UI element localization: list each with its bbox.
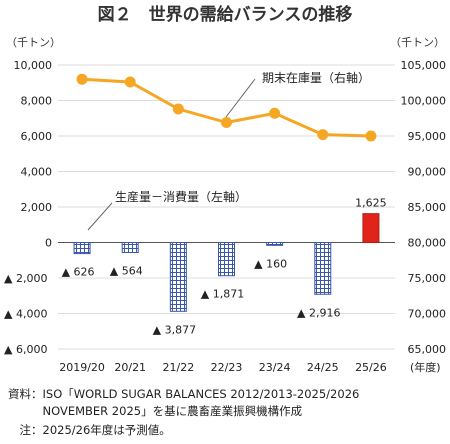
x-tick-label: 25/26: [355, 361, 387, 374]
line-legend-leader: [225, 78, 256, 118]
right-axis-unit: （千トン）: [390, 36, 445, 49]
left-tick-label: 10,000: [14, 59, 53, 72]
right-tick-label: 70,000: [408, 308, 447, 321]
right-tick-label: 85,000: [408, 201, 447, 214]
bar: [121, 242, 139, 254]
bar-series: [73, 213, 380, 312]
bar: [362, 213, 380, 243]
bar-data-labels: ▲ 626 ▲ 564 ▲ 3,877 ▲ 1,871 ▲ 160 ▲ 2,916 1,62…: [62, 197, 387, 337]
note-line-2: NOVEMBER 2025」を基に農畜産業振興機構作成: [8, 404, 303, 418]
bar: [266, 242, 284, 246]
line-series: [76, 73, 377, 142]
right-axis-ticks: 105,000 100,000 95,000 90,000 85,000 80,000 75…: [401, 59, 447, 356]
bar-data-label: ▲ 626: [62, 266, 95, 279]
x-tick-label: 21/22: [163, 361, 195, 374]
note-line-3: 注：2025/26年度は予測値。: [8, 423, 171, 437]
bar-data-label: ▲ 564: [110, 265, 143, 278]
bar: [73, 242, 91, 255]
bar-data-label: ▲ 1,871: [201, 288, 244, 301]
bar-data-label: ▲ 3,877: [153, 323, 196, 336]
right-tick-label: 95,000: [408, 130, 447, 143]
bar-data-label: ▲ 160: [254, 257, 287, 270]
line-point: [76, 73, 88, 85]
left-tick-label: 8,000: [21, 95, 53, 108]
x-tick-label: 22/23: [211, 361, 243, 374]
note-line-1: 資料：ISO「WORLD SUGAR BALANCES 2012/2013-20…: [8, 387, 359, 401]
source-notes: 資料：ISO「WORLD SUGAR BALANCES 2012/2013-20…: [8, 387, 359, 437]
x-tick-label: 20/21: [114, 361, 146, 374]
left-tick-label: ▲ 4,000: [4, 308, 47, 321]
line-point: [269, 107, 281, 119]
bar-data-label: 1,625: [355, 197, 387, 210]
line-point: [221, 117, 232, 129]
x-tick-label: 2019/20: [59, 361, 105, 374]
left-tick-label: ▲ 2,000: [4, 272, 47, 285]
line-point: [365, 130, 377, 142]
right-tick-label: 100,000: [401, 95, 447, 108]
left-tick-label: 0: [45, 237, 52, 250]
bar-legend-leader: [87, 202, 113, 231]
left-tick-label: 4,000: [21, 166, 53, 179]
line-point: [124, 76, 136, 88]
right-tick-label: 75,000: [408, 272, 447, 285]
left-axis-unit: （千トン）: [6, 36, 61, 49]
right-tick-label: 105,000: [401, 59, 447, 72]
x-axis-ticks: 2019/20 20/21 21/22 22/23 23/24 24/25 25/26: [59, 361, 387, 374]
x-tick-label: 24/25: [307, 361, 339, 374]
line-point: [172, 103, 184, 115]
right-tick-label: 90,000: [408, 166, 447, 179]
left-tick-label: 6,000: [21, 130, 53, 143]
line-legend-label: 期末在庫量（右軸）: [262, 70, 370, 85]
left-axis-ticks: 10,000 8,000 6,000 4,000 2,000 0 ▲ 2,000 ▲ 4,00…: [4, 59, 52, 356]
x-axis-unit: (年度): [410, 360, 441, 374]
left-tick-label: 2,000: [21, 201, 53, 214]
bar-legend-label: 生産量－消費量（左軸）: [115, 189, 247, 204]
bar: [314, 242, 332, 295]
bar-data-label: ▲ 2,916: [297, 306, 340, 319]
x-tick-label: 23/24: [259, 361, 291, 374]
chart-title: 図２ 世界の需給バランスの推移: [98, 4, 353, 25]
right-tick-label: 80,000: [408, 237, 447, 250]
right-tick-label: 65,000: [408, 343, 447, 356]
line-point: [317, 129, 329, 141]
left-tick-label: ▲ 6,000: [4, 343, 47, 356]
bar: [169, 242, 187, 312]
bar: [218, 242, 235, 277]
